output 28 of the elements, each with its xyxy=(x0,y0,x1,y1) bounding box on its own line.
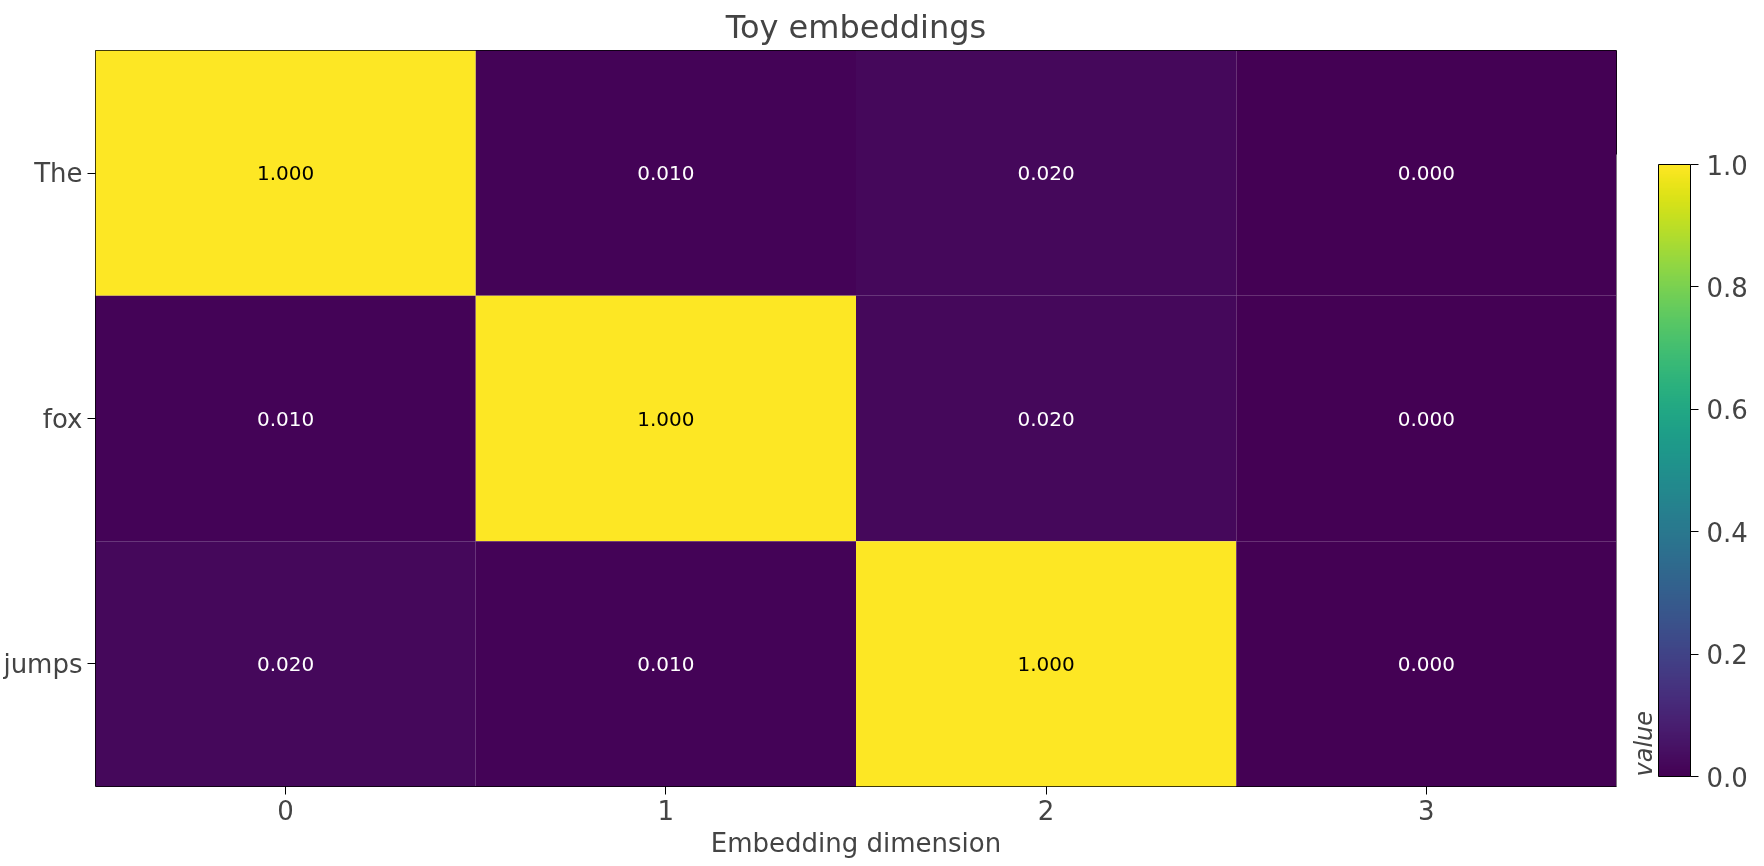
y-tick-label: jumps xyxy=(2,648,83,679)
x-tick-label: 0 xyxy=(277,795,294,826)
color-bar-label: 0.4 xyxy=(1706,517,1748,548)
data-label: 0.010 xyxy=(257,406,315,431)
x-tick-label: 1 xyxy=(657,795,675,826)
color-bar-label: 0.0 xyxy=(1706,762,1748,793)
data-label: 0.000 xyxy=(1397,161,1456,186)
data-label: 1.000 xyxy=(1017,651,1075,676)
x-tick-label: 3 xyxy=(1418,795,1435,826)
x-axis-title: Embedding dimension xyxy=(710,827,1002,858)
color-bar-label: 0.8 xyxy=(1706,272,1748,303)
data-label: 1.000 xyxy=(637,406,695,431)
chart-title: Toy embeddings xyxy=(724,7,987,46)
data-label: 0.000 xyxy=(1397,406,1456,431)
data-label: 0.020 xyxy=(1017,161,1075,186)
color-bar-label: 1.0 xyxy=(1706,150,1748,181)
data-label: 1.000 xyxy=(257,161,315,186)
data-label: 0.000 xyxy=(1397,651,1456,676)
data-label: 0.020 xyxy=(1017,406,1075,431)
x-tick-label: 2 xyxy=(1037,795,1055,826)
color-bar-label: 0.2 xyxy=(1706,640,1748,671)
color-bar-label: 0.6 xyxy=(1706,395,1748,426)
color-bar-title: value xyxy=(1629,710,1658,777)
y-tick-label: fox xyxy=(42,403,83,434)
y-tick-label: The xyxy=(33,158,83,189)
data-label: 0.020 xyxy=(257,651,315,676)
data-label: 0.010 xyxy=(637,161,695,186)
data-label: 0.010 xyxy=(637,651,695,676)
